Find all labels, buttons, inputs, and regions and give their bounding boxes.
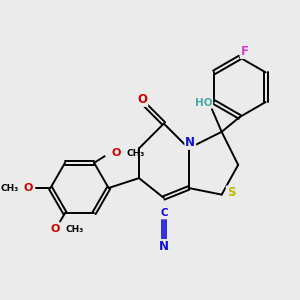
Text: C: C: [160, 208, 168, 218]
Text: F: F: [241, 45, 249, 58]
Text: HO: HO: [195, 98, 212, 108]
Text: CH₃: CH₃: [0, 184, 18, 193]
Text: N: N: [185, 136, 195, 149]
Text: CH₃: CH₃: [126, 149, 144, 158]
Text: CH₃: CH₃: [65, 225, 83, 234]
Text: O: O: [24, 183, 33, 193]
Text: O: O: [50, 224, 60, 234]
Text: N: N: [159, 240, 169, 253]
Text: O: O: [137, 93, 147, 106]
Text: O: O: [112, 148, 121, 158]
Text: S: S: [226, 187, 235, 200]
